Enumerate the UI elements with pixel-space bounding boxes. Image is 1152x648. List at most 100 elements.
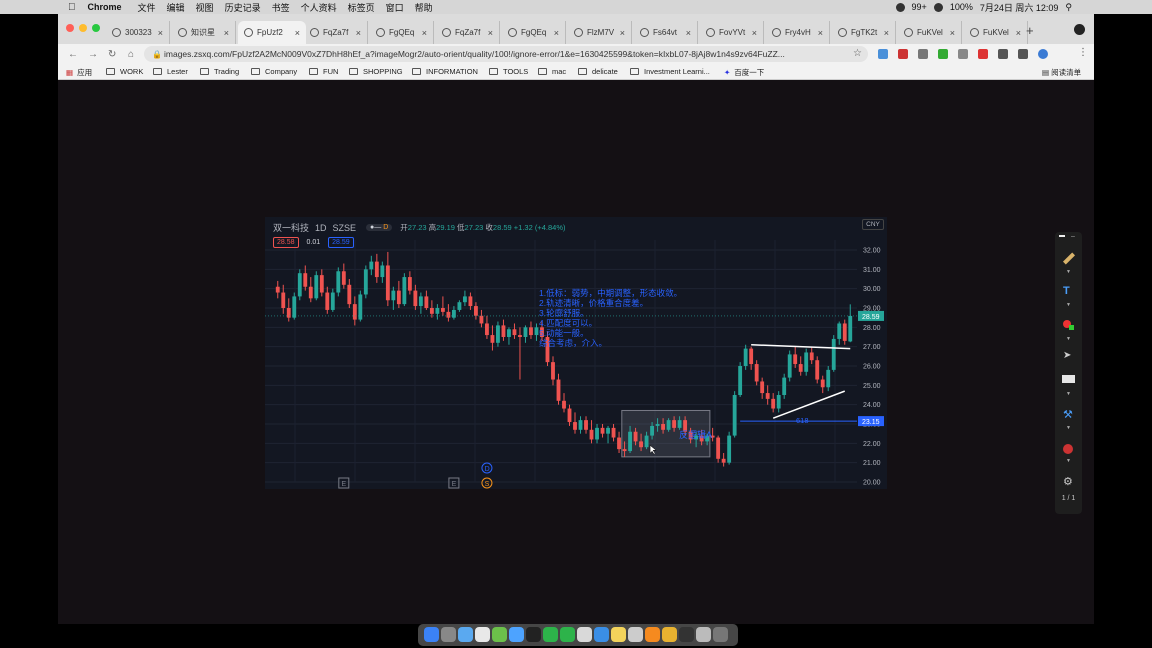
- close-tab-icon[interactable]: ×: [817, 27, 823, 38]
- close-tab-icon[interactable]: ×: [751, 27, 757, 38]
- zoom-window-button[interactable]: [92, 24, 100, 32]
- tab[interactable]: FuKVel ×: [964, 21, 1028, 44]
- menu-item-edit[interactable]: 编辑: [159, 2, 185, 13]
- gear-icon[interactable]: ⚙: [1063, 476, 1073, 488]
- extension-icon[interactable]: [998, 49, 1008, 59]
- dock-app-icon[interactable]: [628, 627, 643, 642]
- tab[interactable]: FgQEq ×: [370, 21, 434, 44]
- menu-item-tabs[interactable]: 标签页: [340, 2, 375, 13]
- dock-app-icon[interactable]: [662, 627, 677, 642]
- tab[interactable]: FgQEq ×: [502, 21, 566, 44]
- tab[interactable]: FlzM7V ×: [568, 21, 632, 44]
- bookmark-star-icon[interactable]: ☆: [853, 48, 862, 59]
- close-tab-icon[interactable]: ×: [1015, 27, 1021, 38]
- close-tab-icon[interactable]: ×: [553, 27, 559, 38]
- new-tab-button[interactable]: +: [1026, 23, 1034, 38]
- chevron-down-icon[interactable]: ▼: [1066, 425, 1071, 431]
- bookmark-folder-information[interactable]: INFORMATION: [412, 67, 478, 76]
- chevron-down-icon[interactable]: ▼: [1066, 458, 1071, 464]
- dock-app-icon[interactable]: [509, 627, 524, 642]
- close-toolbar-icon[interactable]: –: [1071, 233, 1075, 240]
- apple-icon[interactable]: : [68, 2, 76, 13]
- chevron-down-icon[interactable]: ▼: [1066, 269, 1071, 275]
- notification-badge[interactable]: 99+: [911, 2, 927, 12]
- tab[interactable]: FgTK2t ×: [832, 21, 896, 44]
- reload-icon[interactable]: ↻: [108, 48, 117, 60]
- dock-app-icon[interactable]: [424, 627, 439, 642]
- tab[interactable]: FqZa7f ×: [304, 21, 368, 44]
- close-tab-icon[interactable]: ×: [421, 27, 427, 38]
- close-tab-icon[interactable]: ×: [487, 27, 493, 38]
- close-tab-icon[interactable]: ×: [157, 27, 163, 38]
- tab[interactable]: FqZa7f ×: [436, 21, 500, 44]
- back-icon[interactable]: ←: [68, 48, 78, 60]
- dock-app-icon[interactable]: [577, 627, 592, 642]
- tab[interactable]: 知识星 ×: [172, 21, 236, 44]
- eraser-icon[interactable]: [1062, 375, 1075, 383]
- dock-app-icon[interactable]: [475, 627, 490, 642]
- dock-app-icon[interactable]: [492, 627, 507, 642]
- text-tool-icon[interactable]: T: [1063, 285, 1070, 297]
- bookmark-baidu[interactable]: ✦ 百度一下: [724, 67, 764, 78]
- dock-app-icon[interactable]: [441, 627, 456, 642]
- profile-avatar-icon[interactable]: [1038, 49, 1048, 59]
- tab[interactable]: Fry4vH ×: [766, 21, 830, 44]
- dock-app-icon[interactable]: [645, 627, 660, 642]
- bookmark-folder-delicate[interactable]: delicate: [578, 67, 618, 76]
- bookmark-folder-fun[interactable]: FUN: [309, 67, 338, 76]
- bookmark-folder-company[interactable]: Company: [251, 67, 297, 76]
- bookmark-folder-mac[interactable]: mac: [538, 67, 566, 76]
- menu-item-help[interactable]: 帮助: [407, 2, 433, 13]
- pointer-icon[interactable]: ➤: [1063, 350, 1072, 361]
- chevron-down-icon[interactable]: ▼: [1066, 302, 1071, 308]
- close-tab-icon[interactable]: ×: [949, 27, 955, 38]
- bookmark-folder-tools[interactable]: TOOLS: [489, 67, 528, 76]
- dock-app-icon[interactable]: [679, 627, 694, 642]
- menubar-app-name[interactable]: Chrome: [80, 2, 122, 12]
- chevron-down-icon[interactable]: ▼: [1066, 336, 1071, 342]
- toolbar-handle[interactable]: [1059, 235, 1065, 237]
- lock-icon[interactable]: 🔒: [152, 50, 162, 59]
- profile-icon[interactable]: [1074, 24, 1085, 35]
- hammer-icon[interactable]: ⚒: [1063, 409, 1073, 421]
- minimize-window-button[interactable]: [79, 24, 87, 32]
- bookmark-folder-work[interactable]: WORK: [106, 67, 143, 76]
- extension-icon[interactable]: [878, 49, 888, 59]
- extension-icon[interactable]: [958, 49, 968, 59]
- close-tab-icon[interactable]: ×: [223, 27, 229, 38]
- bookmark-folder-lester[interactable]: Lester: [153, 67, 188, 76]
- extensions-puzzle-icon[interactable]: [1018, 49, 1028, 59]
- shape-tool-icon[interactable]: [1069, 325, 1074, 330]
- dock-app-icon[interactable]: [713, 627, 728, 642]
- dock-app-icon[interactable]: [594, 627, 609, 642]
- bookmark-folder-shopping[interactable]: SHOPPING: [349, 67, 403, 76]
- close-tab-icon[interactable]: ×: [685, 27, 691, 38]
- menu-item-bookmarks[interactable]: 书签: [264, 2, 290, 13]
- pen-icon[interactable]: [1062, 252, 1076, 265]
- spotlight-icon[interactable]: ⚲: [1065, 1, 1072, 12]
- extension-icon[interactable]: [898, 49, 908, 59]
- tab[interactable]: Fs64vt ×: [634, 21, 698, 44]
- clock[interactable]: 7月24日 周六 12:09: [979, 2, 1059, 13]
- tab[interactable]: FuKVel ×: [898, 21, 962, 44]
- chevron-down-icon[interactable]: ▼: [1066, 391, 1071, 397]
- close-tab-icon[interactable]: ×: [355, 27, 361, 38]
- extension-icon[interactable]: [918, 49, 928, 59]
- menu-item-view[interactable]: 视图: [188, 2, 214, 13]
- browser-menu-icon[interactable]: ⋮: [1078, 47, 1088, 58]
- close-tab-icon[interactable]: ×: [294, 27, 300, 38]
- dock-app-icon[interactable]: [560, 627, 575, 642]
- tab[interactable]: FovYVt ×: [700, 21, 764, 44]
- status-icon[interactable]: [895, 2, 905, 12]
- wifi-icon[interactable]: [933, 2, 943, 12]
- shape-tool-icon[interactable]: [1063, 320, 1071, 328]
- battery-percentage[interactable]: 100%: [949, 2, 973, 12]
- dock-app-icon[interactable]: [611, 627, 626, 642]
- extension-icon[interactable]: [978, 49, 988, 59]
- forward-icon[interactable]: →: [88, 48, 98, 60]
- close-tab-icon[interactable]: ×: [883, 27, 889, 38]
- dock-app-icon[interactable]: [458, 627, 473, 642]
- menu-item-window[interactable]: 窗口: [378, 2, 404, 13]
- tab[interactable]: 300323 ×: [106, 21, 170, 44]
- address-bar[interactable]: 🔒 images.zsxq.com/FpUzf2A2McN009V0xZ7DhH…: [144, 46, 868, 62]
